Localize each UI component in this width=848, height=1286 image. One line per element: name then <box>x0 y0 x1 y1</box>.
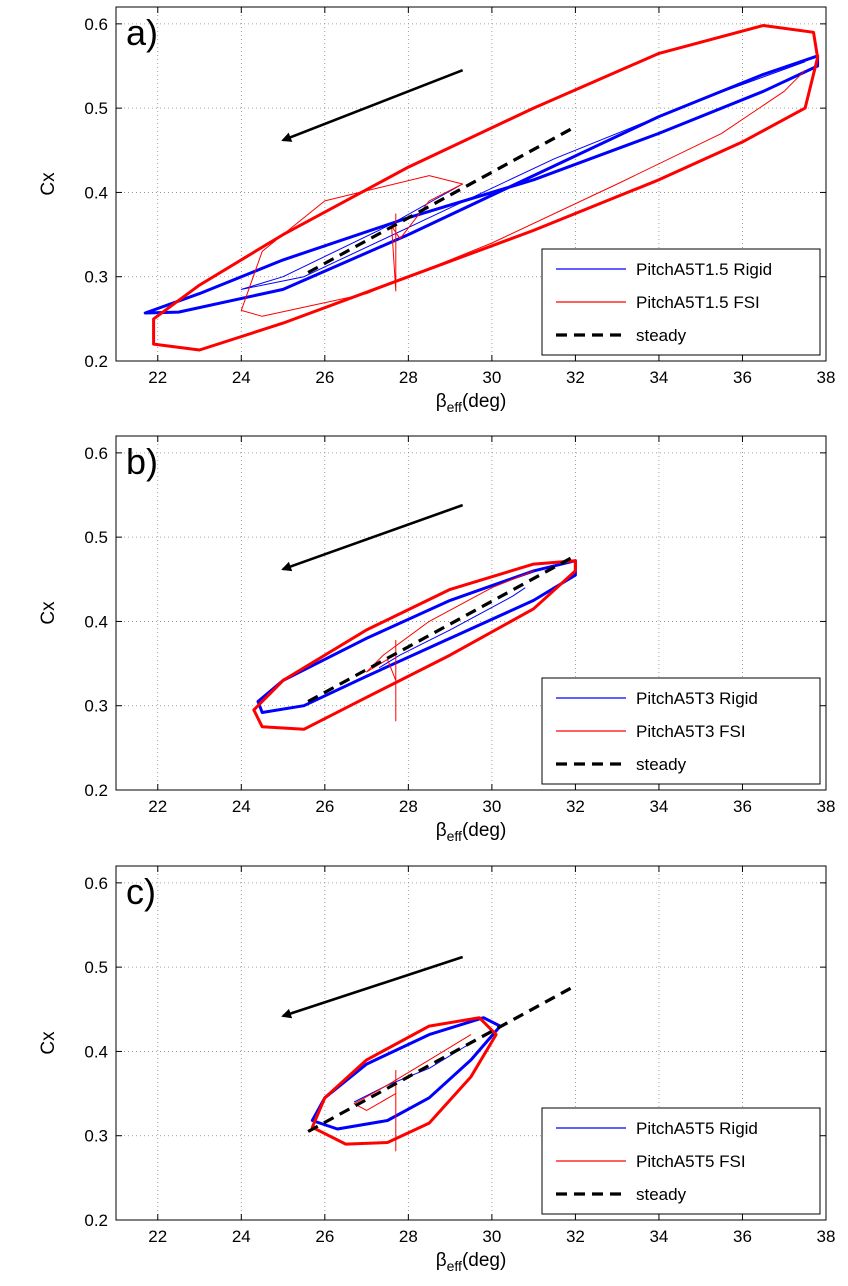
legend: PitchA5T5 Rigid PitchA5T5 FSI steady <box>541 1107 821 1215</box>
series-rigid-transient <box>240 61 806 290</box>
x-tick-label: 24 <box>232 1227 251 1246</box>
series-rigid-loop <box>310 1016 502 1131</box>
direction-arrow <box>281 69 464 142</box>
direction-arrow <box>281 955 464 1019</box>
x-tick-label: 34 <box>649 1227 668 1246</box>
x-tick-label: 28 <box>399 1227 418 1246</box>
axes-box <box>115 6 827 362</box>
x-axis-label-sub: eff <box>447 828 462 844</box>
series-fsi-loop <box>152 24 820 352</box>
x-tick-label: 32 <box>566 1227 585 1246</box>
x-tick-label: 36 <box>733 368 752 387</box>
y-tick-label: 0.2 <box>84 352 108 371</box>
legend-entry: PitchA5T5 Rigid <box>636 1119 758 1138</box>
x-tick-label: 34 <box>649 368 668 387</box>
series-fsi-loop <box>252 559 577 731</box>
x-tick-label: 22 <box>148 1227 167 1246</box>
series-rigid-transient <box>378 587 526 669</box>
series-fsi-transient <box>353 1034 472 1152</box>
chart-panel-1: 22 24 26 28 30 32 34 36 38 0.2 0.3 0.4 0.5 0.6 βeff(de… <box>38 6 836 415</box>
x-tick-label: 38 <box>817 368 836 387</box>
series-fsi-transient <box>240 69 806 317</box>
legend-entry: PitchA5T3 FSI <box>636 722 746 741</box>
x-tick-label: 36 <box>733 797 752 816</box>
y-axis-label: Cx <box>38 601 59 625</box>
x-axis-label-main: β <box>436 820 447 841</box>
y-tick-label: 0.5 <box>84 99 108 118</box>
series-steady-line <box>307 125 577 274</box>
legend-entry: steady <box>636 326 687 345</box>
y-tick-label: 0.2 <box>84 1211 108 1230</box>
chart-panel-2: 22 24 26 28 30 32 34 36 38 0.2 0.3 0.4 0.5 0.6 βeff(de… <box>38 435 836 844</box>
y-tick-label: 0.4 <box>84 183 108 202</box>
x-tick-label: 22 <box>148 368 167 387</box>
x-axis-label-sub: eff <box>447 1258 462 1274</box>
y-axis-label: Cx <box>38 172 59 196</box>
x-tick-label: 32 <box>566 368 585 387</box>
series-steady-line <box>307 984 577 1133</box>
x-tick-label: 26 <box>315 1227 334 1246</box>
x-axis-label-unit: (deg) <box>462 820 506 841</box>
x-tick-label: 38 <box>817 1227 836 1246</box>
legend-entry: PitchA5T3 Rigid <box>636 689 758 708</box>
x-axis-label-main: β <box>436 1250 447 1271</box>
legend: PitchA5T3 Rigid PitchA5T3 FSI steady <box>541 677 821 785</box>
y-tick-label: 0.6 <box>84 874 108 893</box>
y-tick-label: 0.2 <box>84 781 108 800</box>
x-tick-label: 24 <box>232 368 251 387</box>
y-tick-label: 0.3 <box>84 268 108 287</box>
axes-box <box>115 865 827 1221</box>
x-axis-label-main: β <box>436 391 447 412</box>
panel-label: b) <box>126 441 158 482</box>
legend-entry: PitchA5T5 FSI <box>636 1152 746 1171</box>
panel-label: a) <box>126 12 158 53</box>
x-tick-label: 28 <box>399 797 418 816</box>
x-tick-label: 22 <box>148 797 167 816</box>
legend-entry: PitchA5T1.5 FSI <box>636 293 760 312</box>
series-fsi-transient <box>366 570 534 722</box>
x-axis-label: βeff(deg) <box>436 391 507 415</box>
y-tick-label: 0.6 <box>84 15 108 34</box>
x-tick-label: 30 <box>482 1227 501 1246</box>
x-axis-label: βeff(deg) <box>436 820 507 844</box>
x-axis-label-unit: (deg) <box>462 1250 506 1271</box>
x-tick-label: 36 <box>733 1227 752 1246</box>
x-tick-label: 34 <box>649 797 668 816</box>
x-axis-label-unit: (deg) <box>462 391 506 412</box>
y-tick-label: 0.4 <box>84 612 108 631</box>
panel-label: c) <box>126 871 156 912</box>
series-rigid-loop <box>256 559 577 714</box>
y-axis-label: Cx <box>38 1031 59 1055</box>
direction-arrow <box>281 503 464 572</box>
x-tick-label: 30 <box>482 797 501 816</box>
legend-entry: steady <box>636 755 687 774</box>
x-tick-label: 38 <box>817 797 836 816</box>
y-tick-label: 0.3 <box>84 1127 108 1146</box>
y-tick-label: 0.3 <box>84 697 108 716</box>
y-tick-label: 0.4 <box>84 1042 108 1061</box>
x-tick-label: 24 <box>232 797 251 816</box>
x-tick-label: 32 <box>566 797 585 816</box>
axes-box <box>115 435 827 791</box>
x-tick-label: 30 <box>482 368 501 387</box>
x-tick-label: 26 <box>315 797 334 816</box>
legend-entry: steady <box>636 1185 687 1204</box>
y-tick-label: 0.5 <box>84 528 108 547</box>
y-tick-label: 0.5 <box>84 958 108 977</box>
series-fsi-loop <box>310 1016 498 1146</box>
chart-panel-3: 22 24 26 28 30 32 34 36 38 0.2 0.3 0.4 0.5 0.6 βeff(de… <box>38 865 836 1274</box>
x-axis-label-sub: eff <box>447 399 462 415</box>
y-tick-label: 0.6 <box>84 444 108 463</box>
legend-entry: PitchA5T1.5 Rigid <box>636 260 772 279</box>
x-axis-label: βeff(deg) <box>436 1250 507 1274</box>
series-steady-line <box>307 554 577 703</box>
x-tick-label: 28 <box>399 368 418 387</box>
x-tick-label: 26 <box>315 368 334 387</box>
legend: PitchA5T1.5 Rigid PitchA5T1.5 FSI steady <box>541 248 821 356</box>
